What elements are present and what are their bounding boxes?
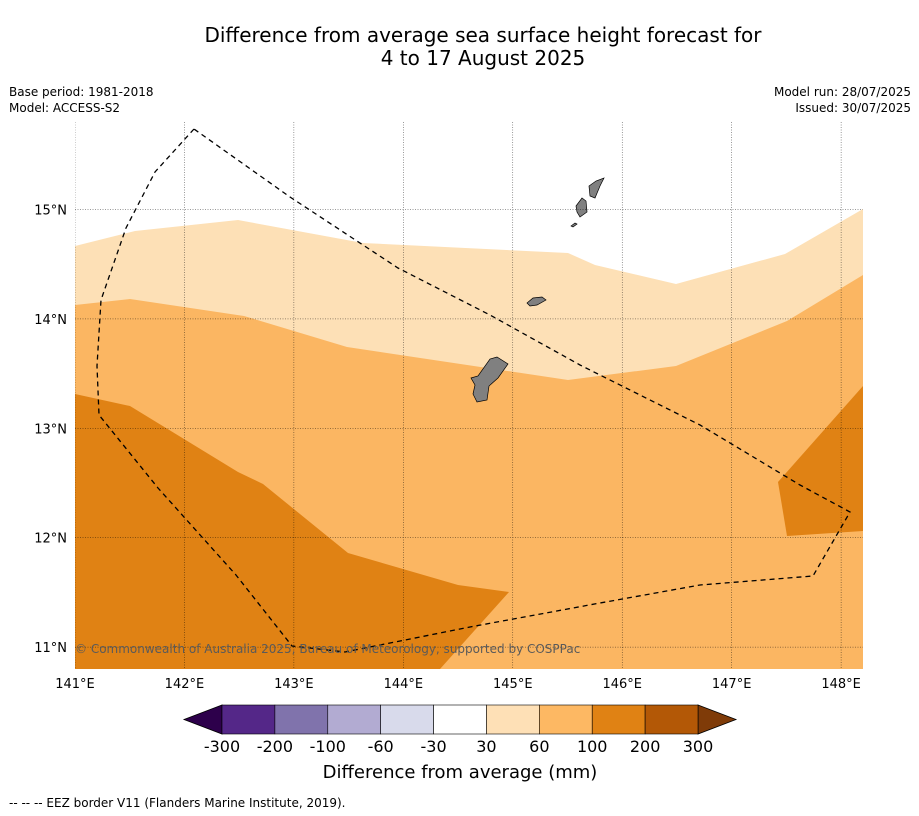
island-rota xyxy=(526,296,547,307)
colorbar-swatch xyxy=(539,704,593,735)
chart-title-line2: 4 to 17 August 2025 xyxy=(380,46,586,70)
colorbar-swatch xyxy=(221,704,276,735)
latitude-tick-label: 13°N xyxy=(34,422,67,437)
colorbar-label: Difference from average (mm) xyxy=(323,762,598,783)
island-guam xyxy=(470,356,509,403)
colorbar-tick-label: -30 xyxy=(420,737,446,756)
colorbar-tick-label: -300 xyxy=(204,737,240,756)
colorbar-tick-label: 30 xyxy=(476,737,496,756)
latitude-tick-label: 14°N xyxy=(34,313,67,328)
longitude-tick-label: 144°E xyxy=(384,677,424,692)
land-masses xyxy=(470,177,605,403)
latitude-tick-label: 11°N xyxy=(34,641,67,656)
colorbar-tick-label: -200 xyxy=(257,737,293,756)
longitude-tick-label: 147°E xyxy=(712,677,752,692)
model-label: Model: ACCESS-S2 xyxy=(9,101,121,115)
band-100-200-east xyxy=(778,386,863,536)
meta-right: Model run: 28/07/2025 Issued: 30/07/2025 xyxy=(774,84,911,116)
colorbar-swatch xyxy=(433,704,487,735)
colorbar-tick-label: -100 xyxy=(310,737,346,756)
meta-left: Base period: 1981-2018 Model: ACCESS-S2 xyxy=(9,84,154,116)
colorbar-tick-label: 200 xyxy=(630,737,661,756)
longitude-tick-label: 143°E xyxy=(274,677,314,692)
gridlines xyxy=(75,122,863,669)
longitude-tick-label: 146°E xyxy=(602,677,642,692)
footer-note: -- -- -- EEZ border V11 (Flanders Marine… xyxy=(9,796,346,810)
longitude-tick-label: 141°E xyxy=(55,677,95,692)
colorbar-swatch xyxy=(486,704,540,735)
band-100-200-west xyxy=(75,394,509,669)
issued-label: Issued: 30/07/2025 xyxy=(795,101,911,115)
latitude-tick-label: 12°N xyxy=(34,532,67,547)
map-plot-area: © Commonwealth of Australia 2025, Bureau… xyxy=(75,122,863,669)
longitude-tick-labels: 141°E 142°E 143°E 144°E 145°E 146°E 147°E 148°E xyxy=(55,677,861,692)
island-saipan xyxy=(588,177,605,199)
colorbar: -300 -200 -100 -60 -30 30 60 100 200 300 xyxy=(182,704,738,756)
longitude-tick-label: 148°E xyxy=(821,677,861,692)
colorbar-swatch xyxy=(591,704,646,735)
longitude-tick-label: 145°E xyxy=(493,677,533,692)
colorbar-swatch xyxy=(274,704,329,735)
latitude-tick-labels: 11°N 12°N 13°N 14°N 15°N xyxy=(34,204,67,657)
colorbar-tick-label: 100 xyxy=(577,737,608,756)
colorbar-swatch xyxy=(327,704,381,735)
colorbar-swatch xyxy=(644,704,699,735)
island-aguijan xyxy=(570,222,578,228)
colorbar-over-arrow xyxy=(697,704,738,735)
chart-title-line1: Difference from average sea surface heig… xyxy=(204,23,762,47)
base-period-label: Base period: 1981-2018 xyxy=(9,85,154,99)
longitude-tick-label: 142°E xyxy=(165,677,205,692)
colorbar-tick-label: 60 xyxy=(529,737,549,756)
copyright-text: © Commonwealth of Australia 2025, Bureau… xyxy=(75,642,580,656)
colorbar-under-arrow xyxy=(182,704,223,735)
island-tinian xyxy=(575,197,588,218)
model-run-label: Model run: 28/07/2025 xyxy=(773,85,911,99)
colorbar-tick-label: -60 xyxy=(368,737,394,756)
colorbar-tick-label: 300 xyxy=(683,737,714,756)
latitude-tick-label: 15°N xyxy=(34,204,67,219)
colorbar-swatch xyxy=(380,704,434,735)
